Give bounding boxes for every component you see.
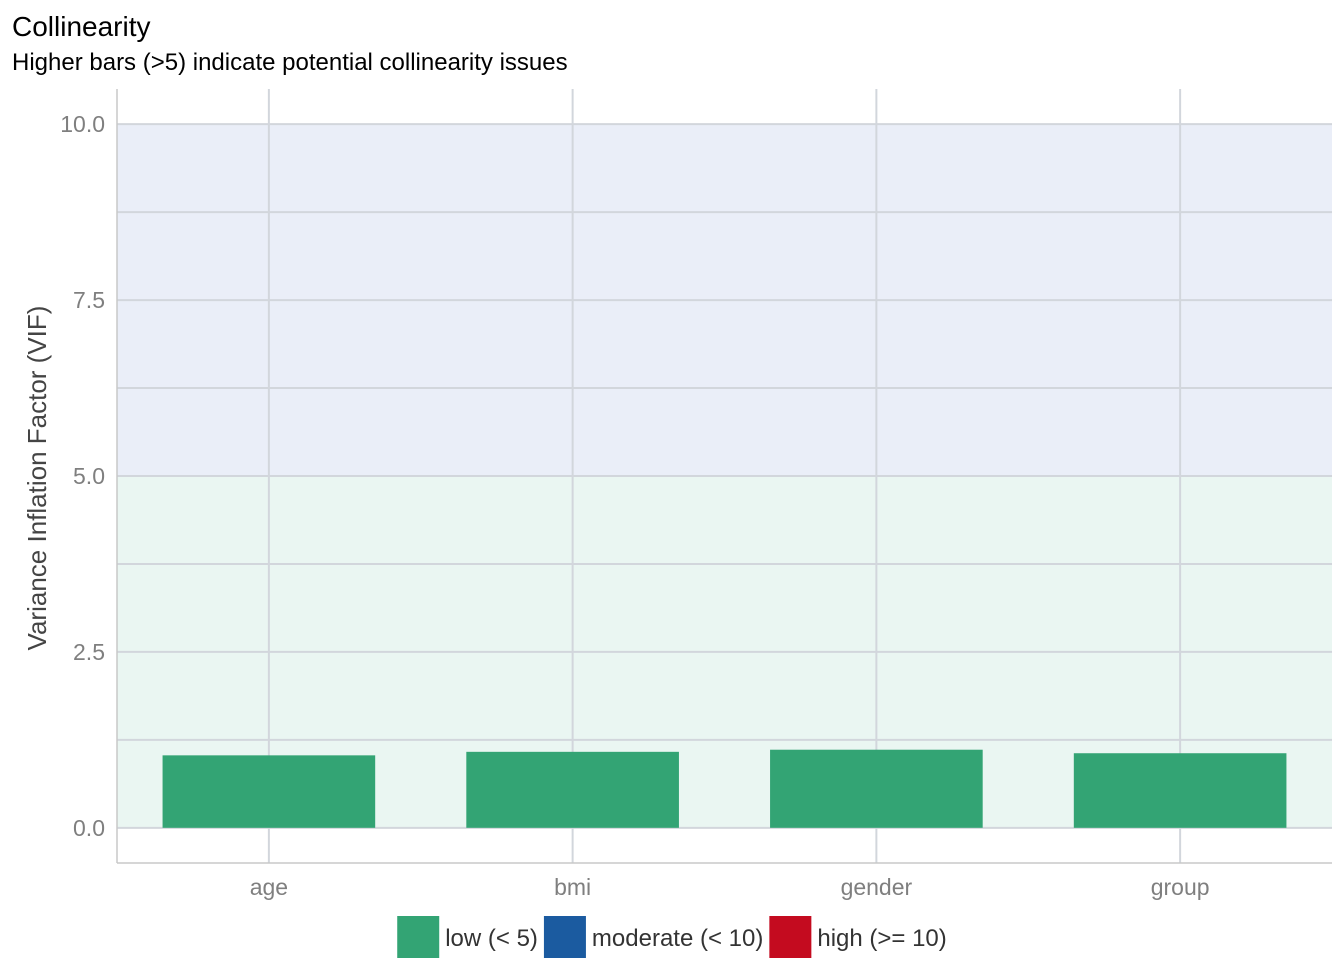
y-tick-label: 7.5 [73,287,105,313]
x-tick-label: group [1151,874,1210,900]
bar-age [162,755,376,828]
legend-key [397,916,440,958]
x-tick-label: age [250,874,288,900]
bar-bmi [466,751,679,828]
y-tick-labels: 0.0 2.5 5.0 7.5 10.0 [60,111,105,841]
y-tick-label: 0.0 [73,815,105,841]
chart-title: Collinearity [12,11,151,42]
x-tick-label: gender [841,874,913,900]
y-axis-title: Variance Inflation Factor (VIF) [22,306,52,651]
y-tick-label: 5.0 [73,463,105,489]
chart-subtitle: Higher bars (>5) indicate potential coll… [12,49,568,76]
axes [116,89,1332,864]
legend-key [543,916,586,958]
legend-label: low (< 5) [445,925,538,952]
y-tick-label: 10.0 [60,111,105,137]
bar-gender [770,749,983,828]
bar-group [1073,753,1287,828]
legend: low (< 5) moderate (< 10) high (>= 10) [397,916,947,958]
y-tick-label: 2.5 [73,639,105,665]
grid-lines [117,89,1332,863]
x-tick-label: bmi [554,874,591,900]
bars [162,749,1287,828]
x-tick-labels: age bmi gender group [250,874,1210,900]
legend-label: moderate (< 10) [592,925,763,952]
legend-key [769,916,812,958]
legend-label: high (>= 10) [817,925,946,952]
